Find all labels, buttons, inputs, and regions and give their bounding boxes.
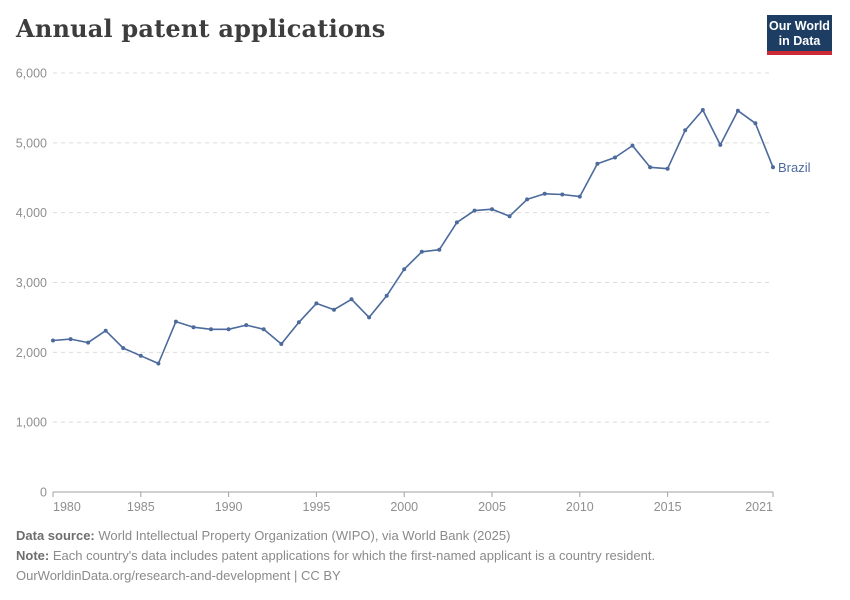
x-axis-tick-label: 2015: [654, 500, 682, 514]
note-label: Note:: [16, 548, 50, 563]
data-point: [191, 325, 196, 330]
data-point: [209, 327, 213, 332]
data-point: [121, 346, 126, 351]
data-point: [454, 220, 459, 225]
data-point: [542, 191, 547, 196]
note-text: Each country's data includes patent appl…: [49, 548, 656, 563]
data-point: [472, 208, 477, 213]
data-point: [86, 340, 91, 345]
chart-footer: Data source: World Intellectual Property…: [16, 526, 836, 586]
x-axis-tick-label: 2000: [390, 500, 418, 514]
y-axis-tick-label: 1,000: [16, 416, 47, 430]
license-line: OurWorldinData.org/research-and-developm…: [16, 566, 836, 586]
data-point: [173, 319, 178, 324]
data-point: [718, 142, 723, 147]
data-point: [613, 155, 617, 160]
data-point: [261, 327, 266, 332]
x-axis-tick-label: 1990: [215, 500, 243, 514]
y-axis-tick-label: 2,000: [16, 346, 47, 360]
data-point: [683, 128, 688, 133]
owid-logo-text-line1: Our World: [769, 19, 830, 33]
data-point: [332, 307, 336, 312]
data-point: [560, 192, 565, 197]
data-point: [402, 267, 407, 272]
data-point: [296, 320, 301, 325]
data-source-label: Data source:: [16, 528, 95, 543]
owid-url-link[interactable]: OurWorldinData.org/research-and-developm…: [16, 568, 291, 583]
data-point: [384, 293, 389, 298]
data-point: [665, 166, 670, 171]
data-point: [525, 197, 530, 202]
data-point: [735, 108, 740, 113]
owid-logo[interactable]: Our World in Data: [767, 15, 832, 55]
data-point: [753, 121, 758, 126]
data-point: [630, 143, 635, 148]
data-point: [437, 247, 442, 252]
owid-logo-text-line2: in Data: [778, 33, 821, 48]
y-axis-tick-label: 6,000: [16, 67, 47, 81]
data-point: [138, 353, 143, 358]
data-point: [279, 342, 284, 346]
data-point: [648, 165, 653, 170]
data-point: [349, 297, 354, 302]
x-axis-tick-label: 2005: [478, 500, 506, 514]
line-chart-plot-area[interactable]: 0 1,000 2,000 3,000 4,000 5,000 6,000 1980 1985 1…: [0, 0, 850, 522]
y-axis-tick-label: 5,000: [16, 136, 47, 150]
data-point: [367, 315, 372, 320]
series-line-brazil[interactable]: [52, 109, 774, 365]
data-point: [419, 249, 424, 254]
data-point: [700, 108, 705, 112]
x-axis-tick-label: 1980: [53, 500, 81, 514]
series-end-label-brazil[interactable]: Brazil: [778, 160, 811, 175]
y-axis-tick-label: 0: [40, 486, 47, 500]
data-point: [156, 361, 161, 366]
chart-title: Annual patent applications: [16, 14, 386, 43]
x-axis-tick-label: 2021: [745, 500, 773, 514]
data-source-text: World Intellectual Property Organization…: [94, 528, 511, 543]
data-point: [771, 165, 775, 170]
data-point: [595, 161, 600, 166]
data-point: [103, 328, 108, 333]
y-axis-tick-label: 3,000: [16, 276, 47, 290]
x-axis-tick-label: 2010: [566, 500, 594, 514]
data-point: [577, 194, 582, 199]
data-point: [490, 207, 494, 212]
license-text: | CC BY: [290, 568, 341, 583]
data-point: [51, 338, 55, 343]
data-point: [68, 337, 73, 342]
x-axis-tick-label: 1985: [127, 500, 155, 514]
data-point: [314, 301, 319, 306]
data-point: [226, 327, 231, 332]
data-source-line: Data source: World Intellectual Property…: [16, 526, 836, 546]
y-axis-tick-label: 4,000: [16, 206, 47, 220]
x-axis-tick-label: 1995: [303, 500, 331, 514]
data-point: [244, 323, 249, 328]
data-point: [507, 214, 512, 219]
note-line: Note: Each country's data includes paten…: [16, 546, 836, 566]
